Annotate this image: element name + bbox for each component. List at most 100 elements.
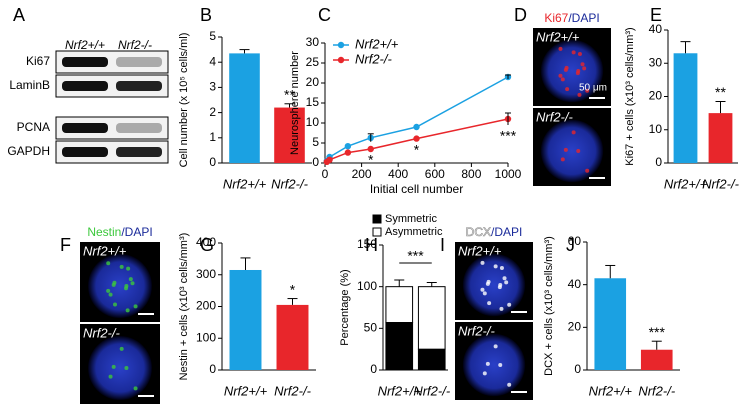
y-tick-label: 100 [357, 279, 377, 293]
y-tick-label: 0 [312, 155, 319, 169]
sphere [88, 254, 152, 318]
blot-lane [55, 116, 169, 140]
counterstain: /DAPI [568, 11, 599, 25]
x-tick-label: Nrf2-/- [271, 176, 309, 191]
y-tick-label: 15 [306, 95, 320, 109]
y-axis-label: DCX + cells (x10³ cells/mm³) [543, 236, 555, 376]
legend-swatch [372, 214, 382, 224]
y-tick-label: 30 [649, 55, 663, 69]
x-tick-label: 0 [322, 167, 329, 181]
y-tick-label: 25 [306, 55, 320, 69]
legend-marker [337, 56, 345, 64]
bar [640, 349, 673, 370]
band [116, 147, 162, 157]
point [344, 143, 352, 150]
stain-spot [499, 306, 504, 311]
y-axis-label: Percentage (%) [339, 269, 351, 345]
stain-spot [126, 266, 131, 271]
y-tick-label: 40 [649, 22, 663, 36]
bar-segment [417, 286, 446, 350]
stain-spot [111, 364, 116, 369]
bar [276, 304, 309, 370]
stain-spot [580, 62, 585, 67]
stain-title: Nestin/DAPI [87, 225, 152, 239]
stain-spot [485, 361, 490, 366]
stain-spot [577, 92, 582, 97]
blot-column-label: Nrf2+/+ [65, 38, 105, 52]
legend-label: Nrf2+/+ [355, 36, 399, 51]
blot-lane [55, 140, 169, 164]
x-tick-label: Nrf2-/- [702, 176, 740, 191]
blot-row-label: PCNA [17, 120, 50, 134]
stain-spot [493, 344, 498, 349]
legend-swatch [372, 227, 382, 237]
y-tick-label: 30 [306, 35, 320, 49]
y-tick-label: 10 [649, 122, 663, 136]
sphere [462, 253, 526, 317]
significance: ** [284, 86, 295, 102]
y-tick-label: 5 [209, 29, 216, 43]
genotype-label: Nrf2+/+ [458, 243, 502, 258]
bar [673, 53, 698, 163]
y-tick-label: 4 [209, 54, 216, 68]
band [116, 57, 162, 67]
stain-spot [560, 157, 565, 162]
band [116, 123, 162, 133]
stain-spot [482, 291, 487, 296]
y-tick-label: 10 [306, 115, 320, 129]
y-tick-label: 300 [196, 267, 216, 281]
x-axis-label: Initial cell number [370, 182, 463, 196]
stain-spot [564, 65, 569, 70]
stain-spot [125, 308, 130, 313]
point [344, 149, 352, 156]
stain-spot [497, 285, 502, 290]
stain-spot [487, 301, 492, 306]
genotype-label: Nrf2+/+ [83, 243, 127, 258]
scale-bar-label: 50 μm [579, 83, 607, 94]
stain-spot [560, 77, 565, 82]
stain-spot [130, 281, 135, 286]
y-tick-label: 0 [370, 362, 377, 376]
stain-spot [482, 371, 487, 376]
stain-spot [585, 88, 590, 93]
blot-row-label: Ki67 [26, 54, 50, 68]
bar [594, 278, 627, 370]
stain-spot [576, 149, 581, 153]
bar-segment [385, 322, 414, 371]
x-tick-label: Nrf2+/+ [589, 383, 633, 398]
band [62, 147, 108, 157]
band [116, 81, 162, 91]
y-tick-label: 2 [209, 105, 216, 119]
significance: *** [407, 248, 424, 264]
stain-spot [504, 280, 509, 285]
bar [274, 107, 305, 163]
stain-spot [493, 264, 498, 269]
stain-spot [558, 73, 563, 78]
x-tick-label: 800 [461, 167, 481, 181]
stain-spot [563, 147, 568, 152]
stain-spot [112, 280, 117, 285]
blot-row-label: GAPDH [7, 144, 50, 158]
y-tick-label: 60 [568, 234, 582, 248]
stain-spot [577, 52, 582, 57]
panel-letter: J [566, 235, 575, 255]
legend-label: Symmetric [385, 213, 437, 225]
stain-spot [558, 46, 563, 51]
x-tick-label: Nrf2+/+ [223, 176, 267, 191]
panel-letter: D [514, 5, 527, 25]
stain-spot [480, 287, 485, 292]
y-tick-label: 0 [574, 362, 581, 376]
stain-spot [119, 346, 124, 351]
stain-spot [108, 374, 113, 379]
panel-letter: A [13, 5, 25, 25]
y-tick-label: 3 [209, 80, 216, 94]
panel-letter: H [365, 235, 378, 255]
y-tick-label: 150 [357, 237, 377, 251]
y-tick-label: 20 [306, 75, 320, 89]
point [367, 145, 374, 153]
panel-letter: F [60, 235, 71, 255]
stain: Ki67 [544, 11, 568, 25]
stain-spot [575, 71, 580, 76]
